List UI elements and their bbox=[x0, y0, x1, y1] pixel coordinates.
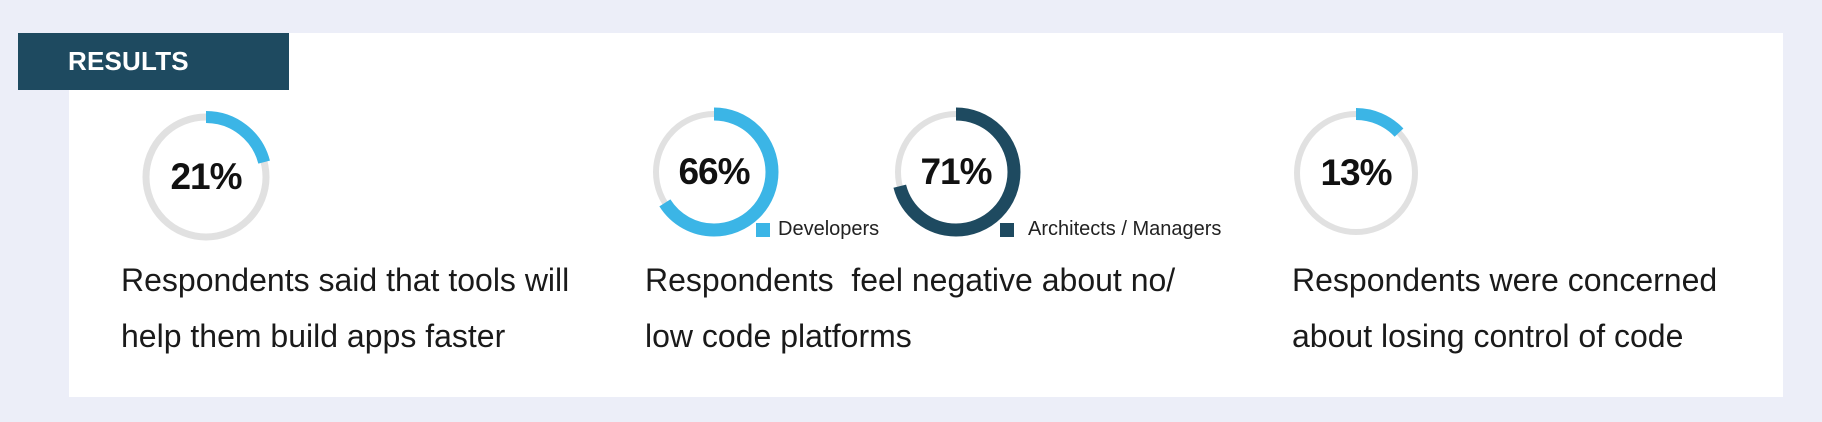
donut-value-label: 21% bbox=[170, 156, 242, 197]
caption-line: Respondents were concerned bbox=[1292, 262, 1718, 298]
legend-label-developers: Developers bbox=[778, 218, 880, 240]
legend-swatch-architects bbox=[1000, 222, 1014, 237]
legend-swatch-developers bbox=[756, 222, 770, 237]
caption-negative-nocode: Respondents feel negative about no/ low … bbox=[645, 252, 1175, 364]
donut-svg-architects bbox=[891, 107, 1021, 237]
caption-line: Respondents said that tools will bbox=[121, 262, 570, 298]
caption-line: about losing control of code bbox=[1292, 318, 1684, 354]
donut-value-label: 71% bbox=[920, 151, 992, 192]
donut-chart-architects: 71% bbox=[890, 106, 1022, 238]
donut-arc-71 bbox=[891, 107, 1021, 237]
caption-line: help them build apps faster bbox=[121, 318, 506, 354]
caption-line: low code platforms bbox=[645, 318, 912, 354]
caption-line: Respondents feel negative about no/ bbox=[645, 262, 1176, 298]
donut-chart-tools-faster: 21% bbox=[140, 111, 272, 243]
caption-losing-control: Respondents were concerned about losing … bbox=[1292, 252, 1717, 364]
donut-arc-66 bbox=[649, 107, 779, 237]
donut-svg-developers bbox=[649, 107, 779, 237]
results-banner: RESULTS bbox=[18, 33, 289, 90]
donut-chart-losing-control: 13% bbox=[1290, 107, 1422, 239]
donut-svg-losing-control bbox=[1291, 108, 1421, 238]
caption-tools-faster: Respondents said that tools will help th… bbox=[121, 252, 569, 364]
donut-arc-21 bbox=[140, 111, 272, 243]
donut-svg-tools-faster bbox=[140, 111, 272, 243]
donut-value-label: 66% bbox=[678, 151, 750, 192]
donut-chart-developers: 66% bbox=[648, 106, 780, 238]
donut-value-label: 13% bbox=[1320, 152, 1392, 193]
legend-label-architects: Architects / Managers bbox=[1028, 218, 1222, 240]
legend-developers: Developers bbox=[756, 218, 879, 241]
legend-architects: Architects / Managers bbox=[1000, 218, 1221, 241]
donut-arc-13 bbox=[1291, 108, 1421, 238]
